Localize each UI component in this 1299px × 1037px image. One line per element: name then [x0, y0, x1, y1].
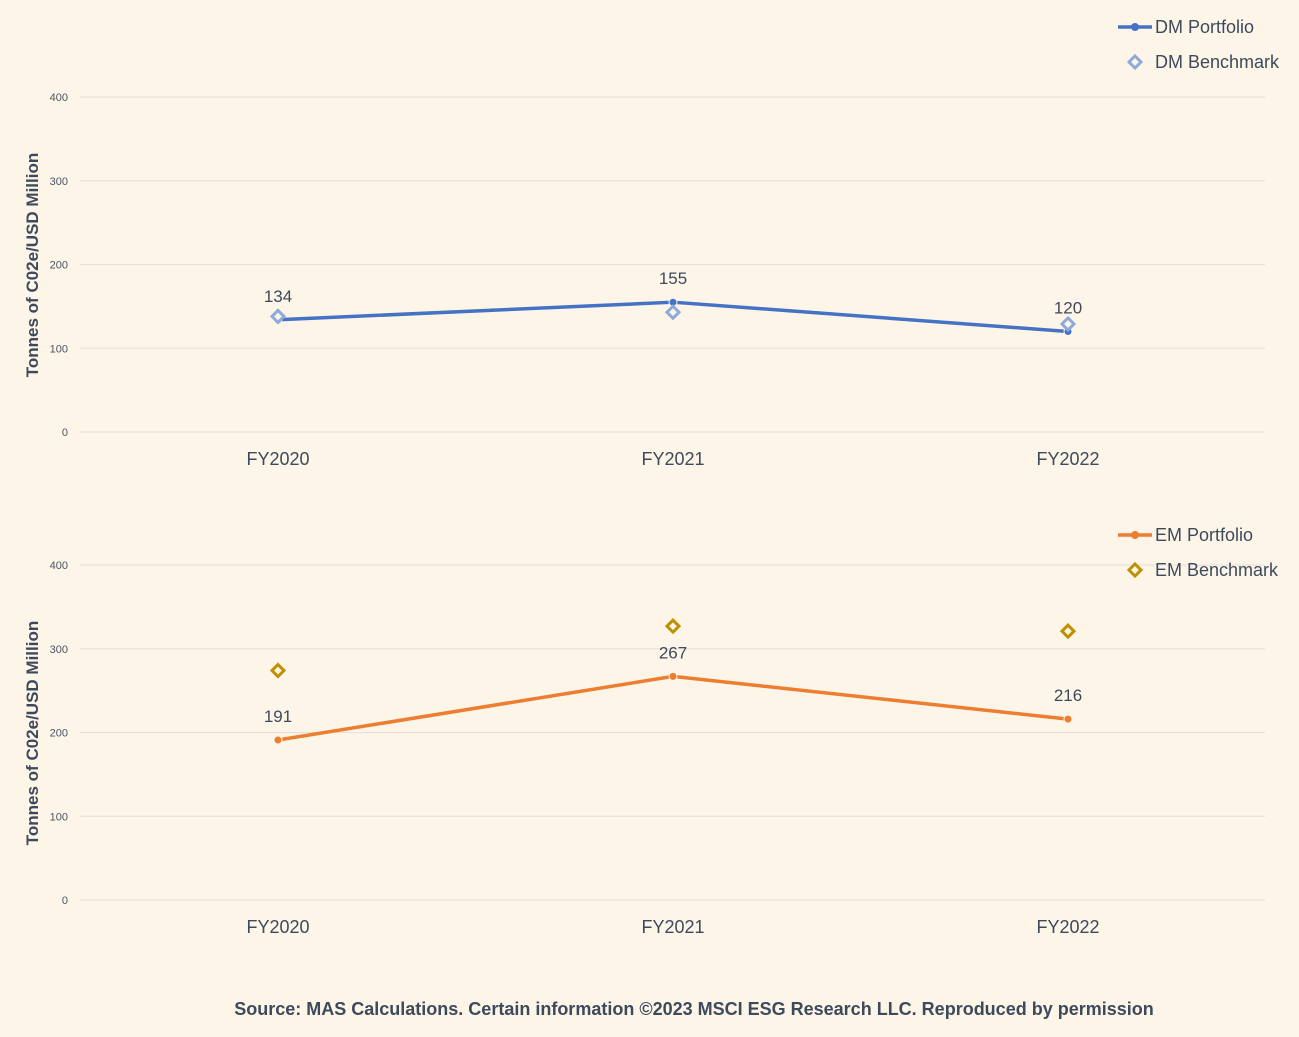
legend-swatch-point — [1131, 23, 1139, 31]
legend-label: DM Benchmark — [1155, 52, 1280, 72]
x-tick-label: FY2020 — [246, 449, 309, 469]
y-tick-label: 300 — [50, 176, 68, 188]
y-axis-title: Tonnes of C02e/USD Million — [23, 621, 42, 845]
benchmark-marker — [1059, 623, 1077, 640]
legend-label: EM Benchmark — [1155, 560, 1279, 580]
data-point — [668, 671, 678, 681]
benchmark-marker — [664, 618, 682, 635]
legend-label: EM Portfolio — [1155, 525, 1253, 545]
y-tick-label: 100 — [50, 343, 68, 355]
y-axis-title: Tonnes of C02e/USD Million — [23, 153, 42, 377]
benchmark-marker — [1059, 315, 1077, 333]
data-point — [273, 735, 283, 745]
y-tick-label: 0 — [62, 895, 68, 907]
y-tick-label: 400 — [50, 92, 68, 104]
data-point — [1063, 714, 1073, 724]
legend-swatch-diamond — [1126, 561, 1144, 579]
y-tick-label: 100 — [50, 811, 68, 823]
data-label: 155 — [659, 269, 687, 288]
y-tick-label: 400 — [50, 560, 68, 572]
x-tick-label: FY2022 — [1036, 449, 1099, 469]
benchmark-marker — [269, 662, 287, 679]
legend-swatch-point — [1131, 531, 1139, 539]
y-tick-label: 300 — [50, 644, 68, 656]
legend-swatch-diamond — [1126, 53, 1144, 71]
x-tick-label: FY2020 — [246, 917, 309, 937]
y-tick-label: 0 — [62, 427, 68, 439]
data-label: 191 — [264, 707, 292, 726]
data-label: 267 — [659, 643, 687, 662]
chart-panel-2: 0 100 200 300 400 FY2020 FY2021 FY2022 Tonnes of… — [23, 525, 1279, 937]
x-tick-label: FY2022 — [1036, 917, 1099, 937]
x-tick-label: FY2021 — [641, 449, 704, 469]
series-line — [277, 674, 1069, 742]
chart-panel-1: 0 100 200 300 400 FY2020 FY2021 FY2022 Tonnes of… — [23, 17, 1280, 469]
y-tick-label: 200 — [50, 728, 68, 740]
data-label: 216 — [1054, 686, 1082, 705]
benchmark-marker — [269, 308, 287, 325]
source-note: Source: MAS Calculations. Certain inform… — [234, 999, 1154, 1019]
data-label: 120 — [1054, 299, 1082, 318]
data-label: 134 — [264, 287, 292, 306]
y-tick-label: 200 — [50, 260, 68, 272]
legend-label: DM Portfolio — [1155, 17, 1254, 37]
x-tick-label: FY2021 — [641, 917, 704, 937]
benchmark-marker — [664, 304, 682, 321]
